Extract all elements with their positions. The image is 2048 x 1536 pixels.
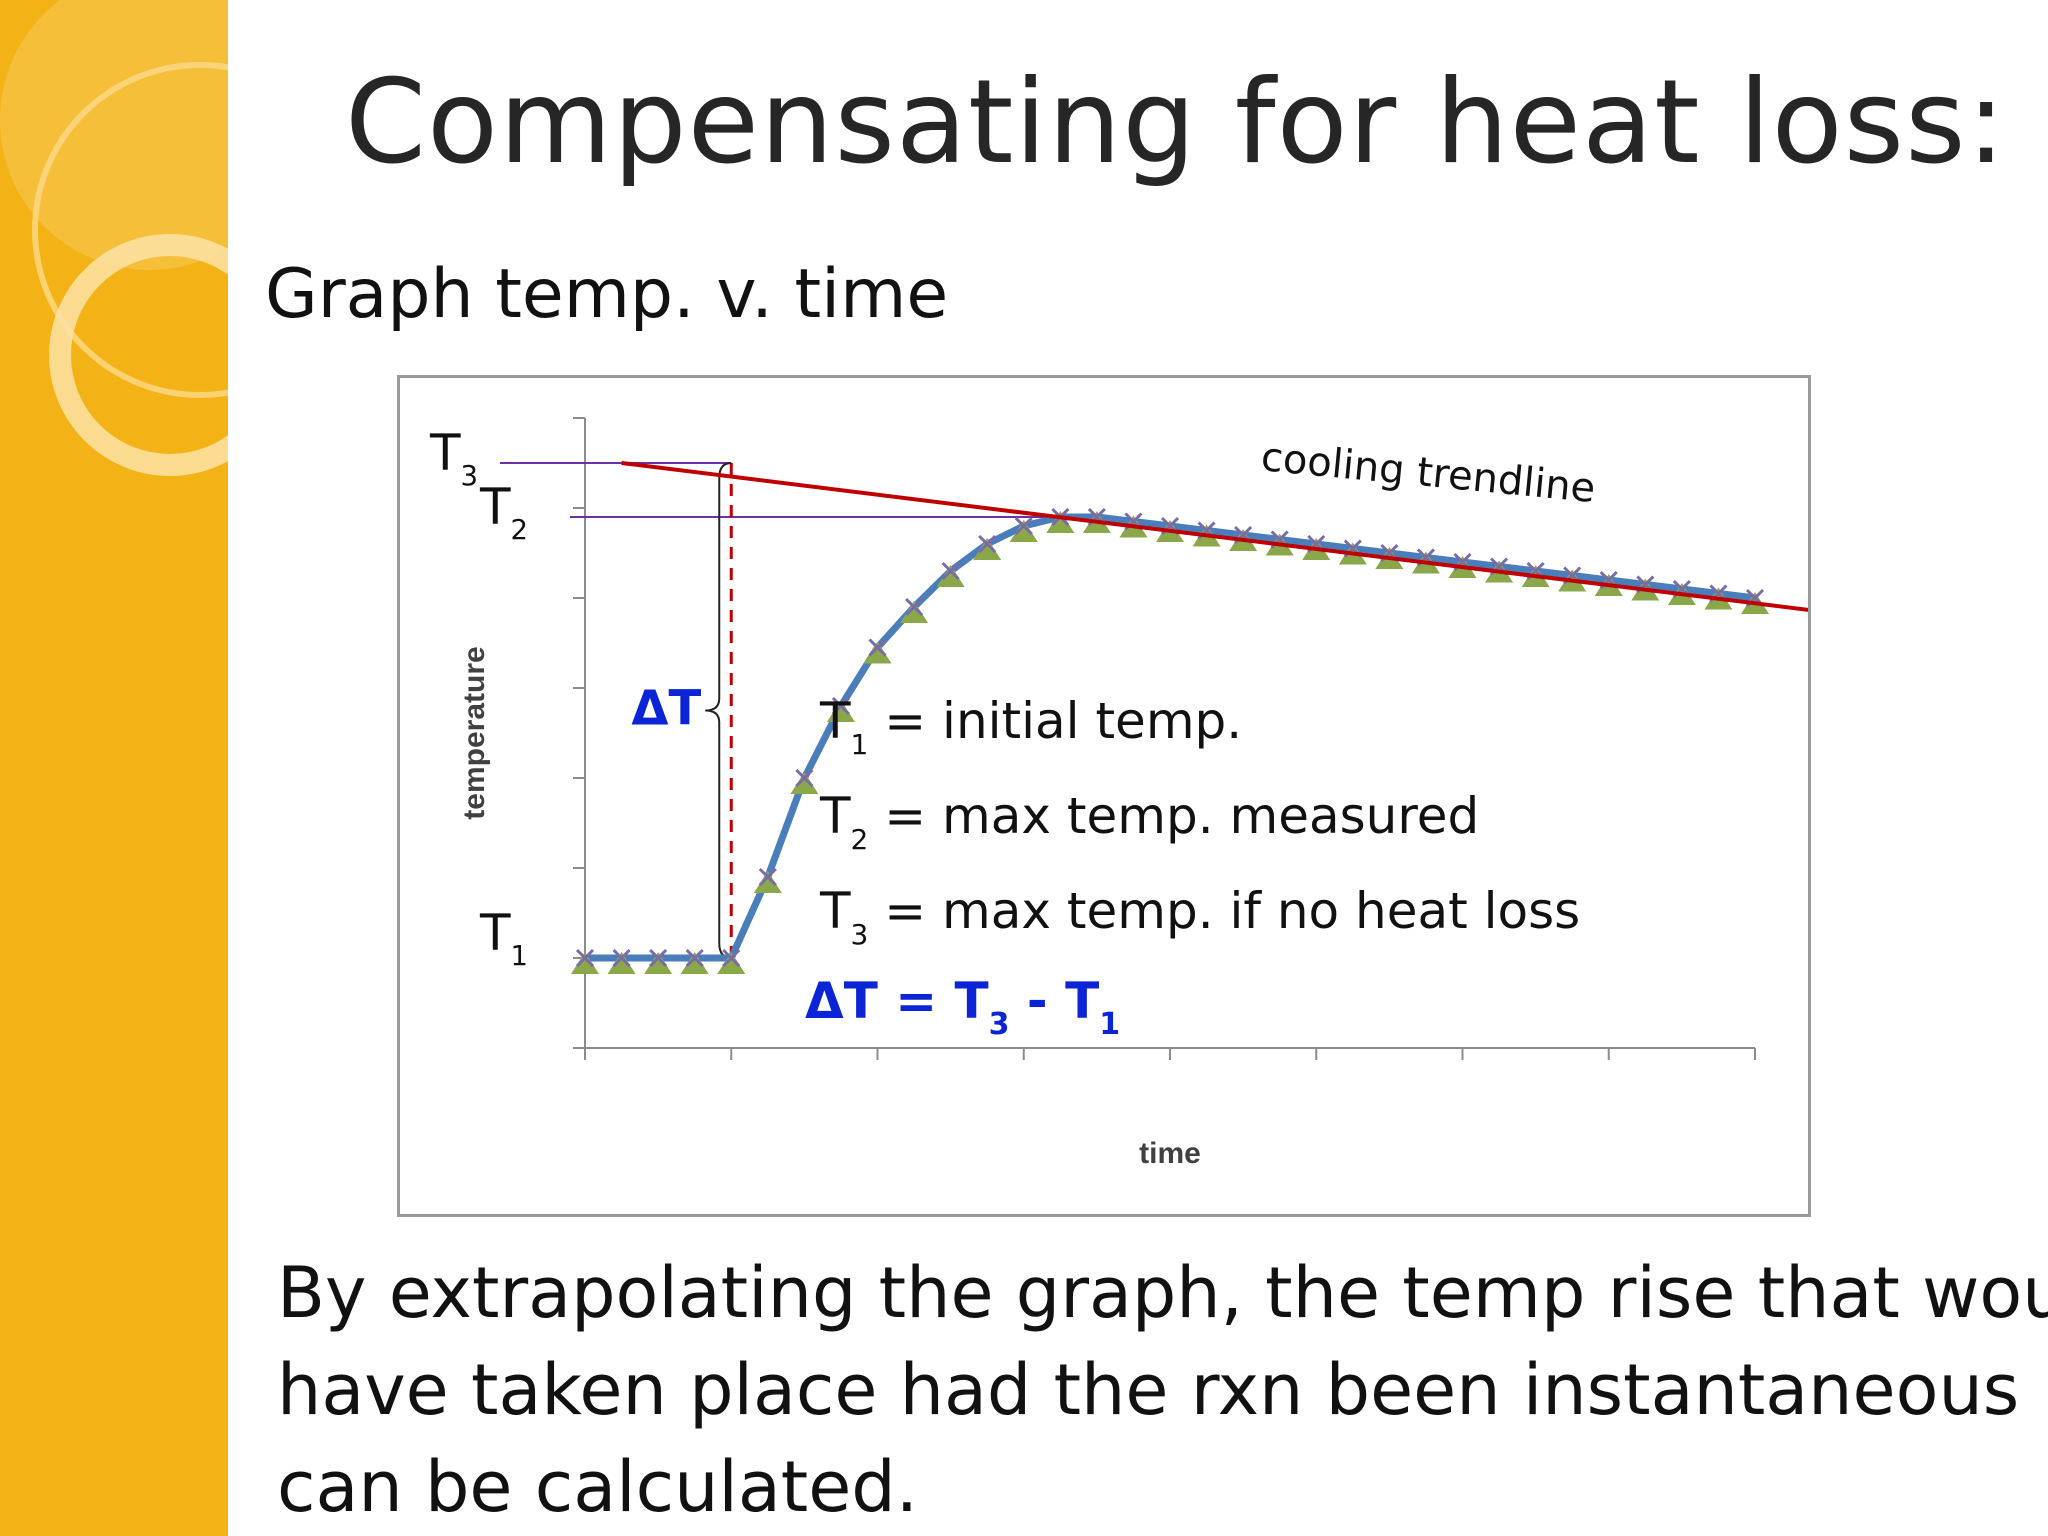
delta-t-brace bbox=[705, 462, 732, 959]
t2-level-label: T2 bbox=[479, 478, 528, 546]
data-point-triangle bbox=[826, 700, 855, 722]
data-point-x bbox=[941, 561, 960, 581]
body-line-2: have taken place had the rxn been instan… bbox=[277, 1349, 2020, 1431]
chart-frame: time temperature ΔT cooling trendline T3 T2 T1… bbox=[397, 375, 1811, 1217]
definition-line: T1 = initial temp. bbox=[819, 692, 1242, 761]
t1-level-label: T1 bbox=[479, 904, 528, 972]
data-point-triangle bbox=[863, 641, 892, 664]
definition-line: T3 = max temp. if no heat loss bbox=[819, 882, 1580, 951]
data-point-x bbox=[649, 948, 668, 968]
data-point-triangle bbox=[571, 952, 599, 974]
data-point-x bbox=[758, 867, 777, 887]
data-point-triangle bbox=[607, 952, 636, 974]
data-point-x bbox=[868, 638, 887, 657]
slide-title: Compensating for heat loss: bbox=[345, 55, 2007, 190]
data-point-triangle bbox=[680, 952, 709, 974]
data-point-x bbox=[722, 948, 741, 968]
data-point-x bbox=[905, 597, 924, 617]
y-axis-label: temperature bbox=[458, 646, 491, 819]
data-point-triangle bbox=[753, 871, 782, 893]
t3-level-label: T3 bbox=[429, 424, 478, 492]
data-point-x bbox=[831, 696, 850, 716]
slide-subtitle: Graph temp. v. time bbox=[265, 255, 949, 334]
data-point-triangle bbox=[900, 601, 929, 623]
data-point-x bbox=[685, 948, 704, 968]
x-axis-label: time bbox=[1139, 1137, 1201, 1170]
data-point-triangle bbox=[973, 538, 1002, 560]
body-line-3: can be calculated. bbox=[277, 1446, 918, 1528]
data-point-x bbox=[1014, 516, 1033, 536]
data-point-x bbox=[978, 534, 997, 554]
decorative-side-band bbox=[0, 0, 228, 1536]
data-point-triangle bbox=[717, 952, 746, 974]
data-point-triangle bbox=[790, 772, 819, 794]
definition-line: T2 = max temp. measured bbox=[819, 787, 1479, 856]
data-point-x bbox=[795, 768, 814, 788]
data-point-triangle bbox=[1046, 511, 1075, 533]
data-point-triangle bbox=[644, 952, 673, 974]
data-point-triangle bbox=[1009, 520, 1038, 542]
body-line-1: By extrapolating the graph, the temp ris… bbox=[277, 1252, 2048, 1334]
decorative-rings bbox=[0, 0, 228, 476]
data-point-triangle bbox=[936, 565, 965, 587]
cooling-trendline-label: cooling trendline bbox=[1259, 434, 1597, 512]
slide-body: By extrapolating the graph, the temp ris… bbox=[277, 1245, 2048, 1536]
delta-t-label: ΔT bbox=[631, 681, 701, 737]
delta-t-formula: ΔT = T3 - T1 bbox=[805, 972, 1120, 1042]
cooling-trendline bbox=[621, 461, 1808, 612]
data-point-x bbox=[575, 948, 595, 968]
data-point-x bbox=[612, 948, 631, 968]
